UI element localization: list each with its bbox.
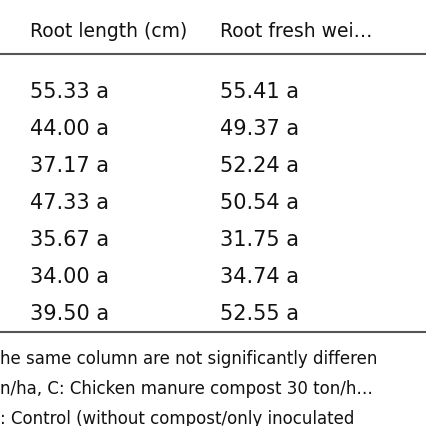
Text: 31.75 a: 31.75 a — [219, 230, 298, 249]
Text: 52.55 a: 52.55 a — [219, 303, 298, 323]
Text: 50.54 a: 50.54 a — [219, 193, 298, 213]
Text: 37.17 a: 37.17 a — [30, 155, 109, 176]
Text: Root fresh wei…: Root fresh wei… — [219, 22, 371, 41]
Text: 52.24 a: 52.24 a — [219, 155, 298, 176]
Text: he same column are not significantly differen: he same column are not significantly dif… — [0, 349, 377, 367]
Text: 47.33 a: 47.33 a — [30, 193, 109, 213]
Text: n/ha, C: Chicken manure compost 30 ton/h…: n/ha, C: Chicken manure compost 30 ton/h… — [0, 379, 372, 397]
Text: 35.67 a: 35.67 a — [30, 230, 109, 249]
Text: 55.33 a: 55.33 a — [30, 82, 109, 102]
Text: 34.00 a: 34.00 a — [30, 266, 109, 286]
Text: : Control (without compost/only inoculated: : Control (without compost/only inoculat… — [0, 409, 354, 426]
Text: 39.50 a: 39.50 a — [30, 303, 109, 323]
Text: 34.74 a: 34.74 a — [219, 266, 298, 286]
Text: 44.00 a: 44.00 a — [30, 119, 109, 139]
Text: 55.41 a: 55.41 a — [219, 82, 298, 102]
Text: Root length (cm): Root length (cm) — [30, 22, 187, 41]
Text: 49.37 a: 49.37 a — [219, 119, 299, 139]
